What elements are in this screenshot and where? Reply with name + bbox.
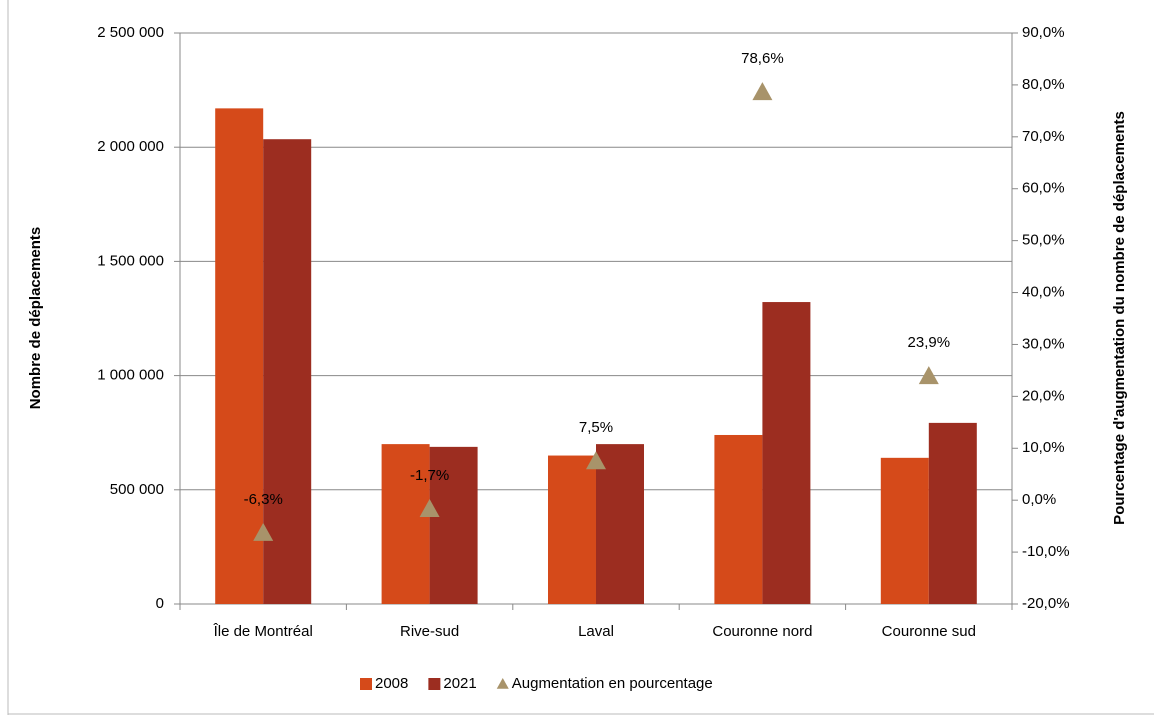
x-tick-label: Couronne nord xyxy=(712,623,812,640)
legend-swatch xyxy=(428,678,441,690)
bar xyxy=(429,446,478,604)
y2-tick-label: 80,0% xyxy=(1022,76,1065,93)
y2-tick-label: 30,0% xyxy=(1022,335,1065,352)
y-tick-label: 1 500 000 xyxy=(97,252,164,269)
y2-tick-label: -20,0% xyxy=(1022,595,1070,612)
marker xyxy=(253,522,274,541)
y-tick-label: 2 500 000 xyxy=(97,24,164,41)
y2-tick-label: -10,0% xyxy=(1022,543,1070,560)
y-tick-label: 0 xyxy=(156,595,164,612)
y2-axis-title: Pourcentage d'augmentation du nombre de … xyxy=(1111,111,1128,525)
data-label: 7,5% xyxy=(579,419,613,436)
data-label: 23,9% xyxy=(908,334,951,351)
bar xyxy=(928,422,977,604)
marker xyxy=(419,499,440,518)
marker xyxy=(918,366,939,385)
y2-tick-label: 70,0% xyxy=(1022,128,1065,145)
legend-swatch xyxy=(496,678,509,689)
y2-tick-label: 40,0% xyxy=(1022,284,1065,301)
y-tick-label: 500 000 xyxy=(110,481,164,498)
y2-tick-label: 20,0% xyxy=(1022,387,1065,404)
y2-tick-label: 10,0% xyxy=(1022,439,1065,456)
data-label: -6,3% xyxy=(244,491,283,508)
y-tick-label: 2 000 000 xyxy=(97,138,164,155)
x-tick-label: Laval xyxy=(578,623,614,640)
data-label: 78,6% xyxy=(741,50,784,67)
bar xyxy=(596,444,644,604)
y2-tick-label: 60,0% xyxy=(1022,180,1065,197)
y2-tick-label: 90,0% xyxy=(1022,24,1065,41)
marker xyxy=(586,451,606,470)
bar xyxy=(880,457,929,604)
bar xyxy=(263,139,312,604)
bar xyxy=(215,108,264,604)
data-label: -1,7% xyxy=(410,467,449,484)
bar xyxy=(714,434,763,604)
marker xyxy=(752,82,773,101)
bar xyxy=(381,444,430,604)
y-axis-title: Nombre de déplacements xyxy=(27,227,44,410)
x-tick-label: Rive-sud xyxy=(400,623,459,640)
legend-label: 2008 xyxy=(375,675,408,692)
legend-label: 2021 xyxy=(443,675,476,692)
legend-swatch xyxy=(360,678,372,690)
legend-label: Augmentation en pourcentage xyxy=(512,675,713,692)
x-tick-label: Île de Montréal xyxy=(213,623,313,640)
bar xyxy=(548,455,596,604)
y-tick-label: 1 000 000 xyxy=(97,367,164,384)
bar xyxy=(762,302,811,604)
y2-tick-label: 50,0% xyxy=(1022,232,1065,249)
x-tick-label: Couronne sud xyxy=(882,623,976,640)
y2-tick-label: 0,0% xyxy=(1022,491,1056,508)
